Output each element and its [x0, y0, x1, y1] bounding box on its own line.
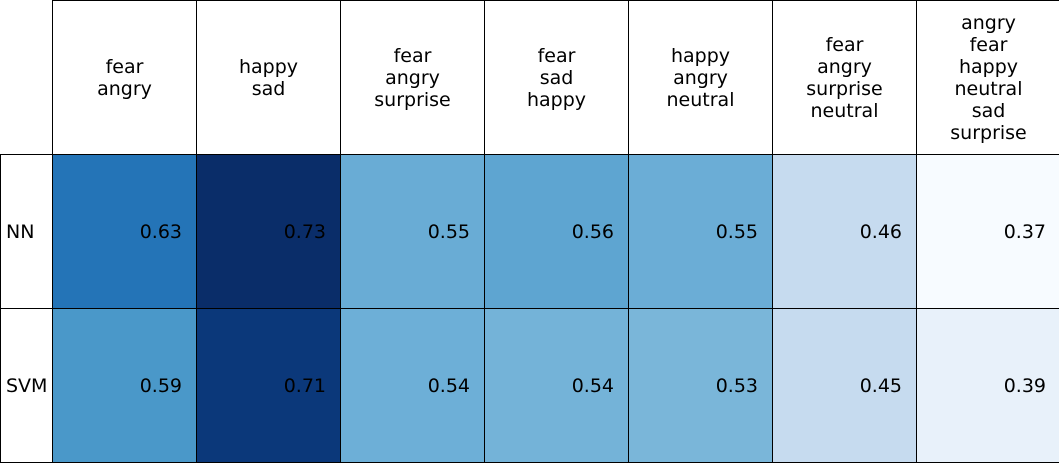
column-header-label: angry — [385, 66, 440, 89]
heatmap-cell: 0.55 — [340, 154, 485, 309]
row-label: SVM — [0, 308, 53, 463]
column-header-label: neutral — [666, 88, 735, 111]
column-header-label: sad — [971, 99, 1006, 122]
heatmap-cell: 0.71 — [196, 308, 341, 463]
column-header-label: happy — [238, 55, 299, 78]
column-header-label: happy — [670, 44, 731, 67]
heatmap-cell: 0.73 — [196, 154, 341, 309]
table-row: NN 0.63 0.73 0.55 0.56 0.55 0.46 0.37 — [0, 154, 1059, 309]
table-body: NN 0.63 0.73 0.55 0.56 0.55 0.46 0.37 SVM 0.59 0.7… — [0, 154, 1059, 463]
column-header: angry fear happy neutral sad surprise — [916, 0, 1059, 155]
column-header-label: fear — [825, 33, 864, 56]
column-header-label: sad — [539, 66, 574, 89]
column-header-label: neutral — [954, 77, 1023, 100]
column-header: fear sad happy — [484, 0, 629, 155]
column-header-label: neutral — [810, 99, 879, 122]
column-header-label: surprise — [950, 121, 1027, 144]
column-header: fear angry — [52, 0, 197, 155]
column-header-label: angry — [817, 55, 872, 78]
heatmap-cell: 0.37 — [916, 154, 1059, 309]
column-header: fear angry surprise neutral — [772, 0, 917, 155]
column-header: happy angry neutral — [628, 0, 773, 155]
heatmap-cell: 0.46 — [772, 154, 917, 309]
heatmap-cell: 0.54 — [484, 308, 629, 463]
column-header-label: fear — [393, 44, 432, 67]
column-header-label: sad — [251, 77, 286, 100]
heatmap-cell: 0.45 — [772, 308, 917, 463]
row-label: NN — [0, 154, 53, 309]
heatmap-cell: 0.53 — [628, 308, 773, 463]
heatmap-cell: 0.59 — [52, 308, 197, 463]
column-header-label: surprise — [374, 88, 451, 111]
heatmap-cell: 0.56 — [484, 154, 629, 309]
column-header-label: angry — [97, 77, 152, 100]
column-header-label: fear — [105, 55, 144, 78]
column-header-label: surprise — [806, 77, 883, 100]
table-row: SVM 0.59 0.71 0.54 0.54 0.53 0.45 0.39 — [0, 308, 1059, 463]
heatmap-cell: 0.39 — [916, 308, 1059, 463]
corner-cell — [0, 0, 53, 155]
column-header: fear angry surprise — [340, 0, 485, 155]
column-header: happy sad — [196, 0, 341, 155]
column-header-label: fear — [537, 44, 576, 67]
heatmap-cell: 0.54 — [340, 308, 485, 463]
column-header-label: fear — [969, 33, 1008, 56]
heatmap-cell: 0.55 — [628, 154, 773, 309]
column-header-label: angry — [673, 66, 728, 89]
column-header-label: angry — [961, 11, 1016, 34]
heatmap-cell: 0.63 — [52, 154, 197, 309]
column-header-label: happy — [958, 55, 1019, 78]
column-header-label: happy — [526, 88, 587, 111]
column-header-row: fear angry happy sad fear angry surprise fear sa… — [0, 0, 1059, 155]
